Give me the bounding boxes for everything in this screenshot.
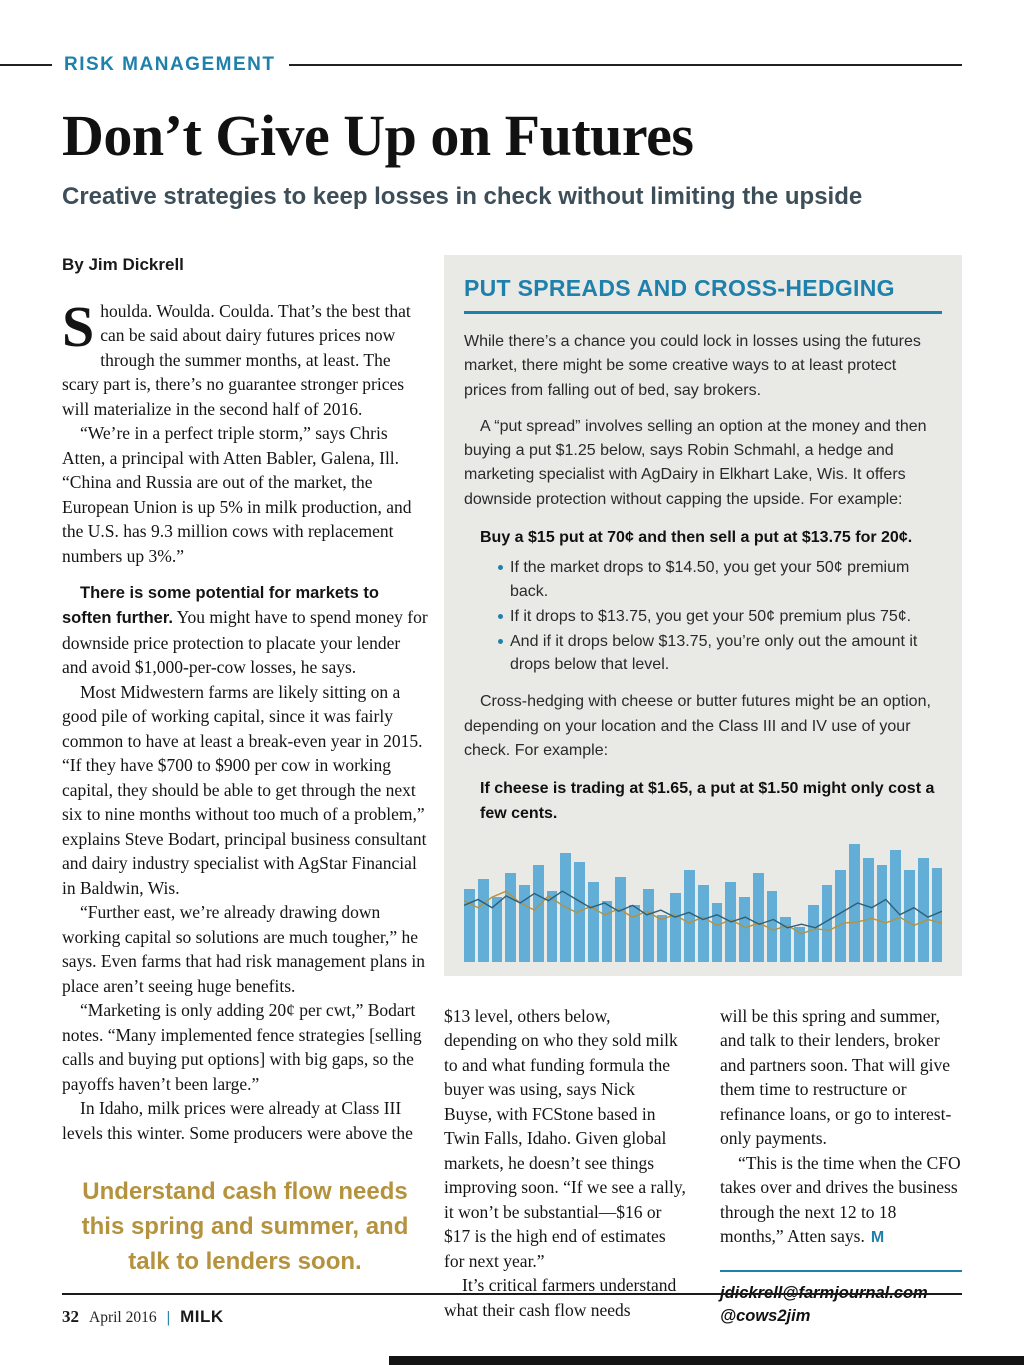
- paragraph: Most Midwestern farms are likely sitting…: [62, 681, 427, 898]
- paragraph: $13 level, others below, depending on wh…: [444, 1005, 686, 1271]
- sidebar-paragraph: A “put spread” involves selling an optio…: [464, 417, 927, 508]
- section-kicker: RISK MANAGEMENT: [64, 54, 276, 75]
- paragraph: “We’re in a perfect triple storm,” says …: [62, 423, 412, 566]
- paragraph-text: “This is the time when the CFO takes ove…: [720, 1152, 961, 1247]
- author-email: jdickrell@farmjournal.com: [720, 1283, 928, 1302]
- paragraph: “Marketing is only adding 20¢ per cwt,” …: [62, 1000, 422, 1094]
- sidebar-paragraph: Cross-hedging with cheese or butter futu…: [464, 693, 931, 759]
- pull-quote: Understand cash flow needs this spring a…: [81, 1178, 409, 1275]
- sidebar-callout: If cheese is trading at $1.65, a put at …: [480, 780, 935, 822]
- page-footer: 32 April 2016 | MILK: [62, 1293, 962, 1327]
- article-right-column: PUT SPREADS AND CROSS-HEDGING While ther…: [444, 254, 962, 1328]
- article-headline: Don’t Give Up on Futures: [62, 103, 694, 168]
- page-number: 32: [62, 1307, 79, 1326]
- paragraph: It’s critical farmers understand what th…: [444, 1275, 677, 1320]
- paragraph: “This is the time when the CFO takes ove…: [720, 1151, 962, 1250]
- author-contact-block: jdickrell@farmjournal.com @cows2jim: [720, 1269, 962, 1328]
- sidebar-bullet-list: If the market drops to $14.50, you get y…: [498, 556, 942, 676]
- rule-line: [0, 64, 52, 66]
- chart-line-overlay: [464, 844, 942, 962]
- magazine-logo: MILK: [180, 1307, 224, 1326]
- paragraph: will be this spring and summer, and talk…: [720, 1005, 952, 1149]
- bullet-item: And if it drops below $13.75, you’re onl…: [498, 630, 942, 676]
- sidebar-paragraph: While there’s a chance you could lock in…: [464, 332, 921, 399]
- continuation-columns: $13 level, others below, depending on wh…: [444, 1004, 962, 1328]
- byline: By Jim Dickrell: [62, 254, 184, 274]
- paragraph-text: You might have to spend money for downsi…: [62, 607, 428, 678]
- bold-lead-in: There is some potential for markets to s…: [62, 584, 379, 628]
- sidebar-title: PUT SPREADS AND CROSS-HEDGING: [464, 275, 942, 314]
- issue-date: April 2016: [89, 1309, 157, 1326]
- page-edge-bar: [389, 1356, 1024, 1365]
- paragraph-text: houlda. Woulda. Coulda. That’s the best …: [62, 300, 411, 419]
- futures-price-chart: [464, 843, 943, 962]
- paragraph: “Further east, we’re already drawing dow…: [62, 902, 426, 996]
- continuation-column-2: will be this spring and summer, and talk…: [720, 1004, 962, 1328]
- bullet-item: If it drops to $13.75, you get your 50¢ …: [498, 605, 942, 628]
- rule-line: [289, 64, 962, 66]
- continuation-column-1: $13 level, others below, depending on wh…: [444, 1004, 686, 1328]
- sidebar-callout: Buy a $15 put at 70¢ and then sell a put…: [480, 529, 913, 547]
- paragraph: There is some potential for markets to s…: [62, 580, 428, 679]
- section-kicker-row: RISK MANAGEMENT: [0, 54, 962, 76]
- end-of-article-mark: M: [870, 1229, 885, 1247]
- author-twitter-handle: @cows2jim: [720, 1306, 811, 1325]
- footer-separator: |: [166, 1309, 171, 1326]
- paragraph: In Idaho, milk prices were already at Cl…: [62, 1098, 413, 1143]
- drop-cap: S: [62, 293, 95, 359]
- put-spreads-sidebar: PUT SPREADS AND CROSS-HEDGING While ther…: [444, 254, 962, 976]
- bullet-item: If the market drops to $14.50, you get y…: [498, 556, 942, 602]
- article-subhead: Creative strategies to keep losses in ch…: [62, 182, 863, 210]
